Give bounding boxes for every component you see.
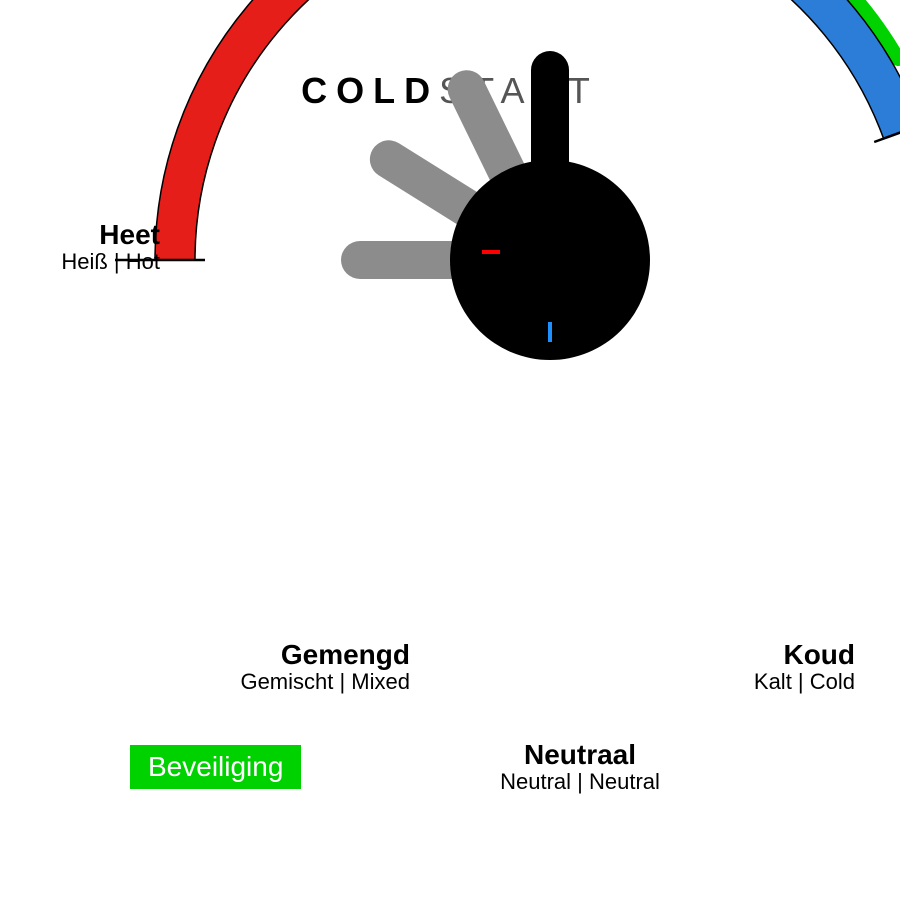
diagram-stage: COLDSTART Heet Heiß | Hot Gemengd Gemisc… [0,0,900,900]
label-hot: Heet Heiß | Hot [61,220,160,275]
label-neutral: Neutraal Neutral | Neutral [430,740,730,795]
label-hot-primary: Heet [61,220,160,249]
label-neutral-secondary: Neutral | Neutral [430,769,730,795]
knob-body [450,160,650,360]
label-neutral-primary: Neutraal [430,740,730,769]
safety-badge: Beveiliging [130,745,301,789]
label-mixed-secondary: Gemischt | Mixed [240,669,410,695]
label-cold: Koud Kalt | Cold [754,640,855,695]
label-cold-secondary: Kalt | Cold [754,669,855,695]
label-hot-secondary: Heiß | Hot [61,249,160,275]
label-cold-primary: Koud [754,640,855,669]
label-mixed: Gemengd Gemischt | Mixed [240,640,410,695]
label-mixed-primary: Gemengd [240,640,410,669]
